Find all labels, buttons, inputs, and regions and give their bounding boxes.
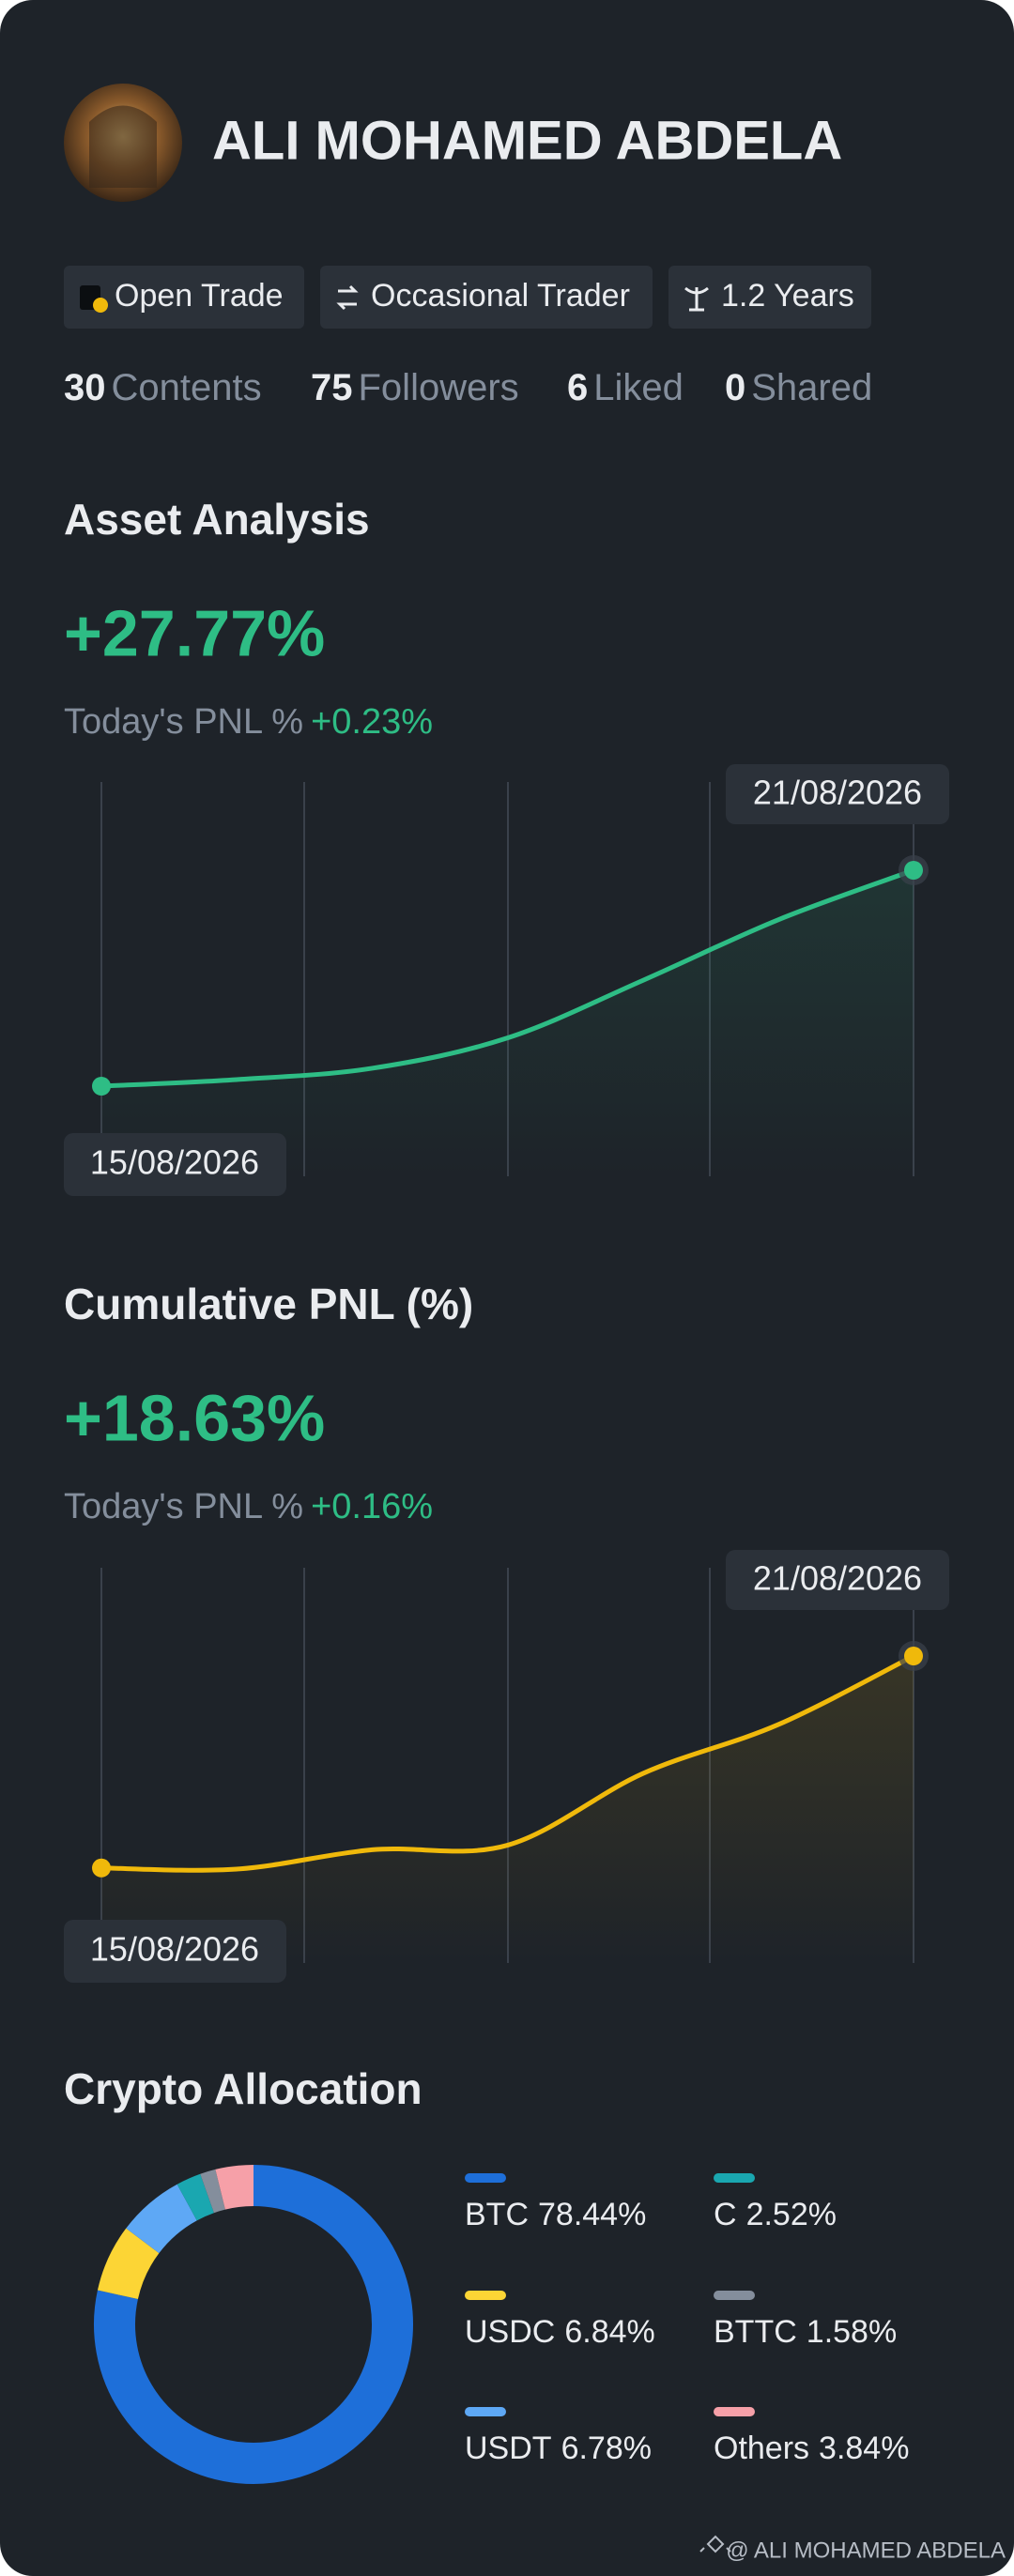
section-title: Cumulative PNL (%) — [64, 1280, 473, 1328]
today-pnl: Today's PNL % +0.23% — [64, 702, 433, 742]
tag-icon — [684, 286, 709, 312]
tag — [320, 266, 653, 329]
end-point — [904, 861, 923, 880]
date-badge — [726, 764, 949, 824]
line — [100, 1653, 915, 1873]
tag-label: Open Trade — [115, 278, 284, 314]
today-label: Today's PNL % — [64, 702, 303, 742]
legend-value: 6.84% — [564, 2314, 654, 2350]
donut-segment — [200, 2169, 226, 2214]
legend-label: BTTC 1.58% — [714, 2314, 897, 2350]
change-value: +27.77% — [64, 596, 325, 669]
footer-logo — [699, 2535, 731, 2553]
legend-name: C — [714, 2197, 737, 2232]
footer-text: @ ALI MOHAMED ABDELA — [726, 2538, 1006, 2563]
start-date: 15/08/2026 — [90, 1930, 259, 1969]
stat-label: Liked — [593, 367, 684, 408]
stat-value: 30 — [64, 367, 106, 408]
donut-segment — [94, 2165, 413, 2484]
legend-name: USDC — [465, 2314, 555, 2350]
legend-value: 6.78% — [561, 2430, 652, 2466]
end-point — [904, 1647, 923, 1665]
stat-label: Contents — [112, 367, 262, 408]
legend-value: 3.84% — [819, 2430, 909, 2466]
line-area — [101, 1656, 914, 1963]
change-value: +18.63% — [64, 1381, 325, 1454]
stats: 30 Contents 75 Followers 6 Liked 0 Shared — [64, 367, 872, 408]
tag — [668, 266, 871, 329]
legend-swatch — [714, 2173, 755, 2183]
tag-icon — [93, 298, 108, 313]
end-date: 21/08/2026 — [753, 774, 922, 812]
stat: 75 Followers — [311, 367, 519, 408]
legend-value: 78.44% — [538, 2197, 646, 2232]
line-area — [101, 870, 914, 1176]
profile-name: ALI MOHAMED ABDELA — [212, 110, 842, 171]
legend-name: BTTC — [714, 2314, 797, 2350]
stat: 6 Liked — [567, 367, 684, 408]
tag-label: 1.2 Years — [721, 278, 854, 314]
stat-label: Followers — [359, 367, 519, 408]
stat: 0 Shared — [725, 367, 872, 408]
end-date: 21/08/2026 — [753, 1559, 922, 1598]
avatar-detail — [89, 105, 157, 188]
legend-name: BTC — [465, 2197, 529, 2232]
legend-name: Others — [714, 2430, 809, 2466]
start-point — [92, 1858, 111, 1878]
stat-value: 75 — [311, 367, 353, 408]
legend-label: C 2.52% — [714, 2197, 837, 2232]
date-badge — [64, 1920, 286, 1983]
legend-value: 1.58% — [807, 2314, 897, 2350]
donut-segment — [215, 2165, 254, 2210]
legend-label: BTC 78.44% — [465, 2197, 646, 2232]
tag-icon — [336, 284, 359, 311]
stat-value: 6 — [567, 367, 588, 408]
tag — [64, 266, 304, 329]
legend-swatch — [465, 2407, 506, 2416]
stat: 30 Contents — [64, 367, 262, 408]
today-value: +0.16% — [311, 1487, 433, 1526]
today-pnl: Today's PNL % +0.16% — [64, 1487, 433, 1526]
legend-swatch — [714, 2291, 755, 2300]
stat-value: 0 — [725, 367, 745, 408]
stat-label: Shared — [751, 367, 872, 408]
legend-swatch — [465, 2291, 506, 2300]
section-title: Asset Analysis — [64, 495, 370, 544]
today-value: +0.23% — [311, 702, 433, 742]
date-badge — [726, 1550, 949, 1610]
donut-segment — [126, 2184, 198, 2254]
start-date: 15/08/2026 — [90, 1143, 259, 1182]
donut-segment — [97, 2228, 160, 2300]
legend-label: Others 3.84% — [714, 2430, 909, 2466]
legend-label: USDC 6.84% — [465, 2314, 655, 2350]
legend-label: USDT 6.78% — [465, 2430, 652, 2466]
line — [100, 867, 914, 1089]
legend-swatch — [714, 2407, 755, 2416]
start-point — [92, 1077, 111, 1096]
date-badge — [64, 1133, 286, 1196]
legend-value: 2.52% — [746, 2197, 837, 2232]
tag-label: Occasional Trader — [371, 278, 630, 314]
legend-name: USDT — [465, 2430, 552, 2466]
today-label: Today's PNL % — [64, 1487, 303, 1526]
section-title: Crypto Allocation — [64, 2064, 422, 2113]
donut-segment — [177, 2173, 215, 2221]
legend-swatch — [465, 2173, 506, 2183]
